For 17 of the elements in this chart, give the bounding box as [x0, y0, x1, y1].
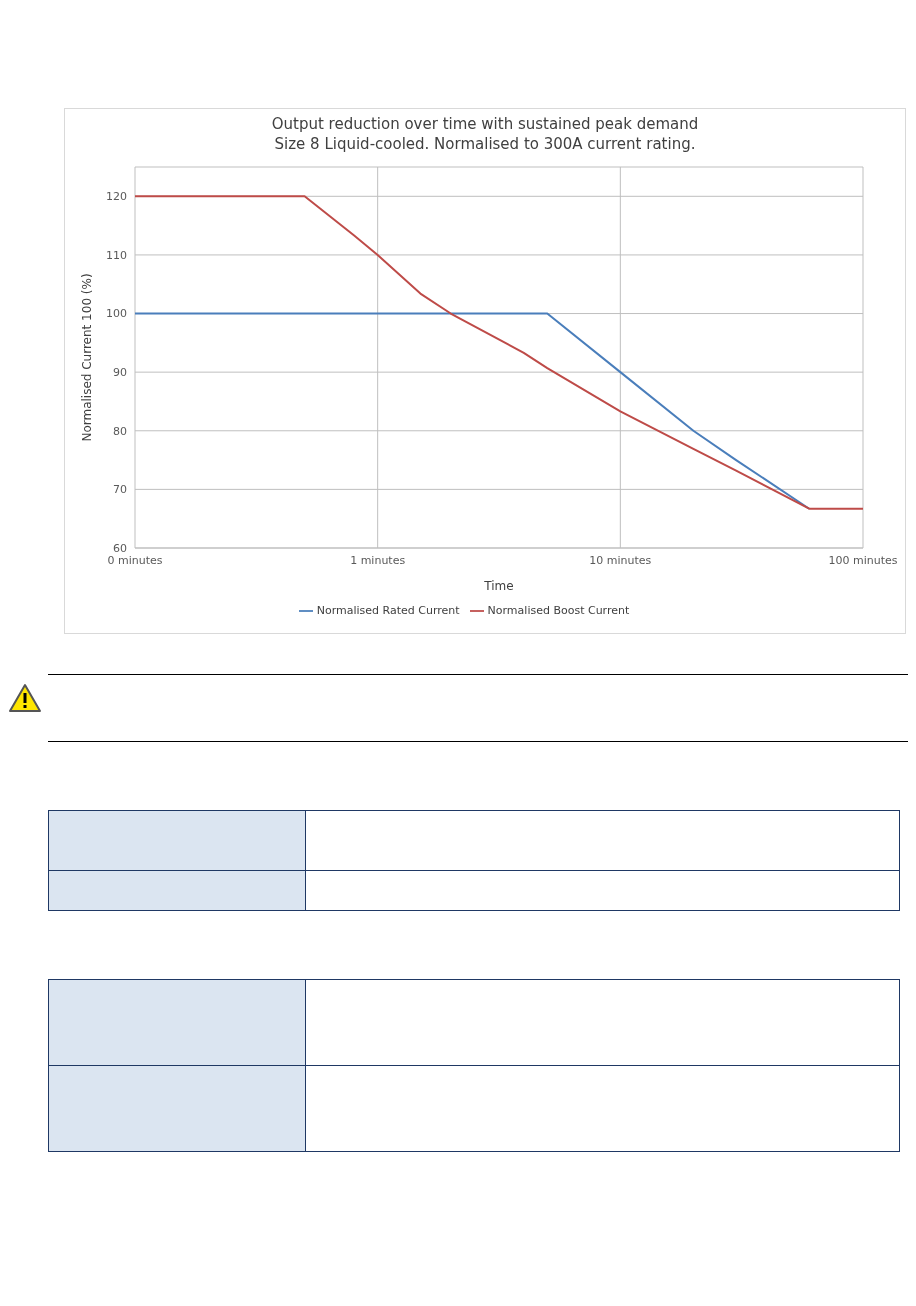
x-tick-label: 0 minutes [107, 553, 163, 567]
y-tick-label: 120 [106, 190, 127, 204]
x-axis-title: Time [483, 579, 514, 593]
x-tick-label: 10 minutes [589, 553, 652, 567]
y-tick-label: 60 [113, 541, 127, 555]
chart-subtitle: Size 8 Liquid-cooled. Normalised to 300A current rating. [273, 135, 697, 153]
y-tick-label: 90 [113, 366, 127, 380]
y-tick-label: 100 [106, 307, 127, 321]
x-tick-label: 100 minutes [828, 553, 898, 567]
legend-label: Normalised Boost Current [487, 604, 630, 617]
legend-label: Normalised Rated Current [316, 604, 460, 617]
x-tick-label: 1 minutes [350, 553, 406, 567]
chart-title: Output reduction over time with sustained peak demand [270, 115, 700, 133]
y-tick-label: 80 [113, 424, 127, 438]
y-tick-label: 70 [113, 483, 127, 497]
y-tick-label: 110 [106, 248, 127, 262]
y-axis-title: Normalised Current 100 (%) [80, 273, 95, 442]
